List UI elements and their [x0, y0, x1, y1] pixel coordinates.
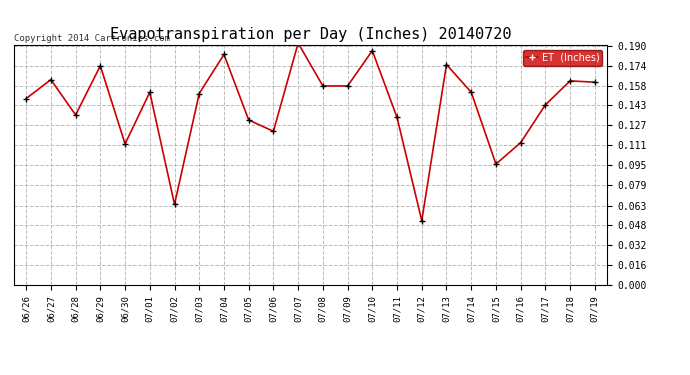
Text: Copyright 2014 Cartronics.com: Copyright 2014 Cartronics.com [14, 34, 170, 43]
Title: Evapotranspiration per Day (Inches) 20140720: Evapotranspiration per Day (Inches) 2014… [110, 27, 511, 42]
Legend: ET  (Inches): ET (Inches) [523, 50, 602, 66]
